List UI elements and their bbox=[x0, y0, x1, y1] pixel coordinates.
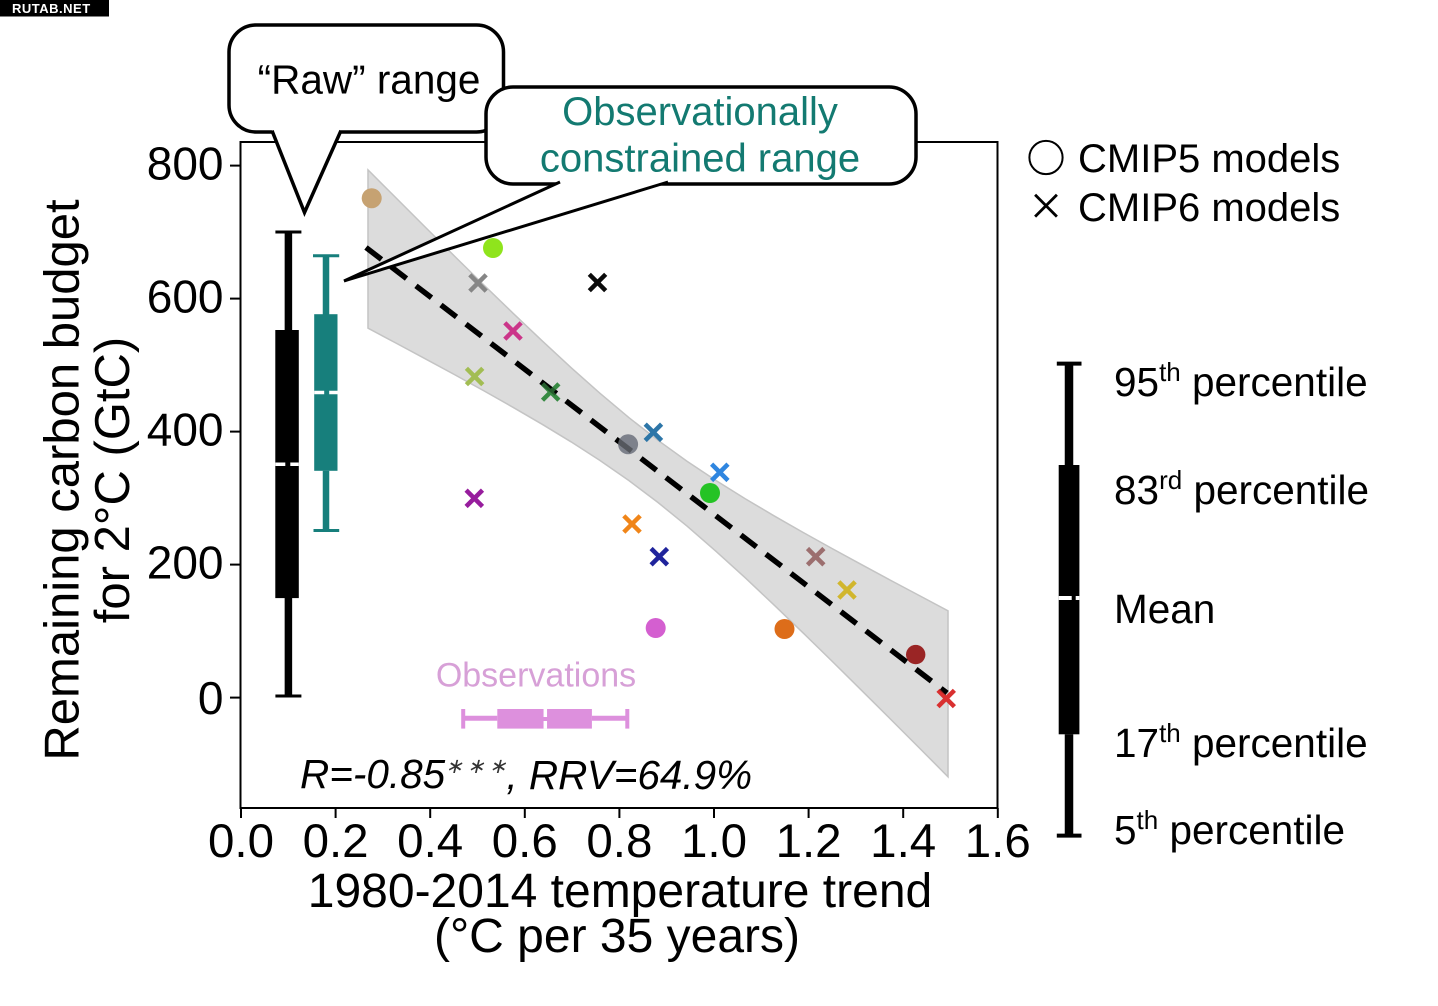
svg-text:Remaining carbon budget: Remaining carbon budget bbox=[36, 199, 90, 761]
svg-text:R=-0.85∗ ∗ ∗, RRV=64.9%: R=-0.85∗ ∗ ∗, RRV=64.9% bbox=[300, 751, 752, 798]
svg-text:0: 0 bbox=[198, 672, 224, 724]
svg-text:0.8: 0.8 bbox=[586, 815, 652, 868]
svg-text:CMIP5 models: CMIP5 models bbox=[1078, 137, 1340, 181]
svg-text:“Raw” range: “Raw” range bbox=[258, 57, 481, 103]
svg-text:83rd percentile: 83rd percentile bbox=[1114, 465, 1369, 513]
svg-text:0.6: 0.6 bbox=[492, 815, 558, 868]
svg-text:RUTAB.NET: RUTAB.NET bbox=[12, 1, 91, 16]
svg-text:Observationally: Observationally bbox=[562, 90, 838, 134]
svg-text:for 2°C (GtC): for 2°C (GtC) bbox=[86, 337, 140, 623]
svg-text:Observations: Observations bbox=[436, 657, 636, 695]
svg-text:1980-2014 temperature trend: 1980-2014 temperature trend bbox=[308, 865, 932, 918]
svg-text:0.2: 0.2 bbox=[303, 815, 369, 868]
svg-text:CMIP6 models: CMIP6 models bbox=[1078, 186, 1340, 230]
svg-text:0.0: 0.0 bbox=[208, 815, 274, 868]
svg-text:200: 200 bbox=[147, 537, 224, 589]
svg-text:800: 800 bbox=[147, 138, 224, 190]
svg-text:1.4: 1.4 bbox=[870, 815, 936, 868]
svg-text:17th percentile: 17th percentile bbox=[1114, 718, 1368, 766]
svg-text:400: 400 bbox=[147, 404, 224, 456]
svg-text:95th percentile: 95th percentile bbox=[1114, 357, 1368, 405]
svg-text:0.4: 0.4 bbox=[397, 815, 463, 868]
svg-text:Mean: Mean bbox=[1114, 586, 1215, 632]
svg-text:600: 600 bbox=[147, 271, 224, 323]
svg-text:1.6: 1.6 bbox=[965, 815, 1031, 868]
svg-text:1.0: 1.0 bbox=[681, 815, 747, 868]
svg-text:(°C per 35 years): (°C per 35 years) bbox=[434, 910, 800, 963]
svg-text:constrained range: constrained range bbox=[540, 137, 860, 181]
svg-text:1.2: 1.2 bbox=[776, 815, 842, 868]
